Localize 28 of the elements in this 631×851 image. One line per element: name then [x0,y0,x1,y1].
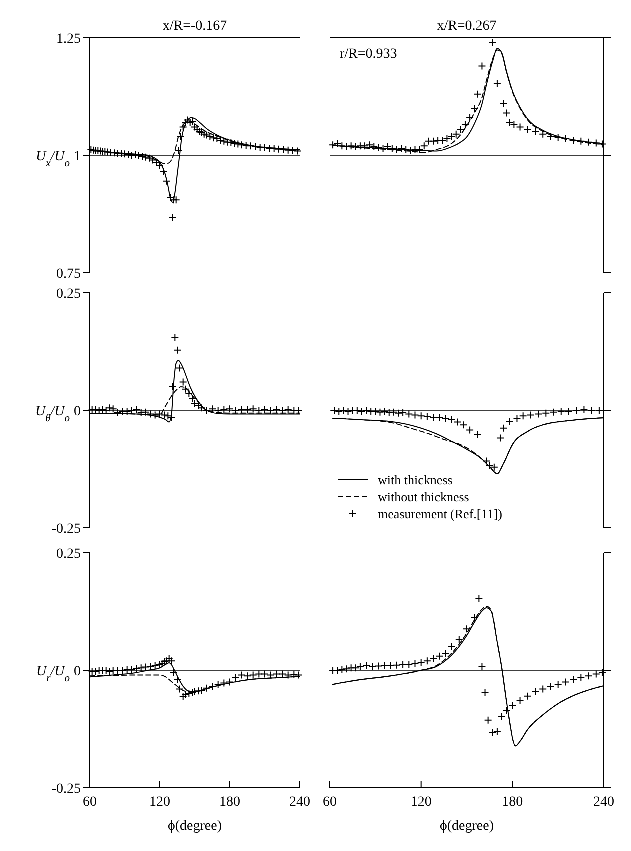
x-tick-label: 180 [502,795,524,810]
annotation: r/R=0.933 [340,47,398,62]
x-axis-title: ϕ(degree) [168,819,222,834]
chart-title: x/R=-0.167 [162,19,228,34]
legend-label: without thickness [378,490,470,505]
x-tick-label: 240 [290,795,310,810]
y-tick-label: 0.25 [56,286,81,302]
x-axis-title: ϕ(degree) [440,819,494,834]
chart-title: x/R=0.267 [437,19,497,34]
y-tick-label: 0 [74,404,81,420]
x-tick-label: 240 [594,795,614,810]
y-axis-title: U$_{x}$/U$_{o}$ [36,149,70,169]
x-tick-label: 120 [150,795,170,810]
legend-label: with thickness [378,472,453,488]
y-tick-label: 1.25 [56,32,81,47]
y-tick-label: 0.75 [56,266,81,282]
y-tick-label: 0 [74,664,81,680]
y-tick-label: 1 [74,149,81,164]
x-tick-label: 60 [83,795,97,810]
y-tick-label: 0.25 [56,546,81,562]
y-tick-label: -0.25 [52,522,81,537]
x-tick-label: 120 [410,795,432,810]
legend-label: measurement (Ref.[11]) [378,506,502,522]
y-axis-title: U$_{r}$/U$_{o}$ [36,664,70,684]
x-tick-label: 180 [220,795,240,810]
x-tick-label: 60 [323,795,337,810]
y-axis-title: U$_{θ}$/U$_{o}$ [35,404,70,424]
y-tick-label: -0.25 [52,782,81,797]
